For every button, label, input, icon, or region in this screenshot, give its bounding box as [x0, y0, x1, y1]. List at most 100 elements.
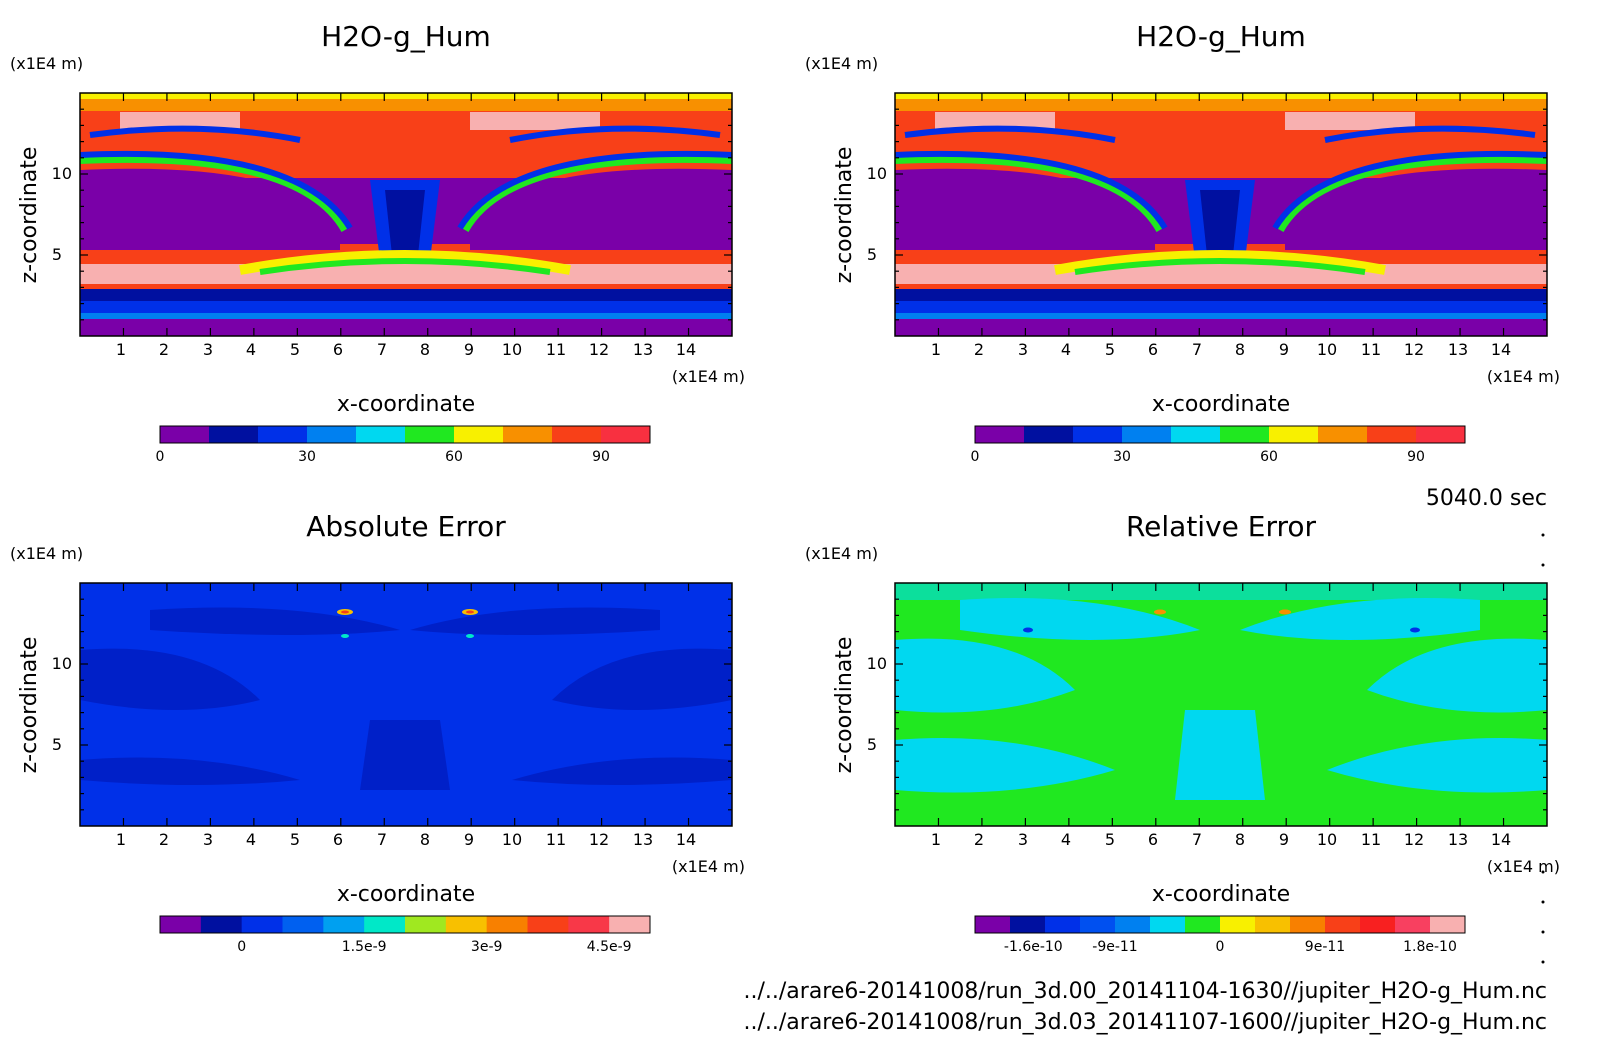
x-tick-label: 6	[1148, 830, 1158, 849]
x-tick-label: 10	[1317, 830, 1337, 849]
colorbar-frame	[159, 915, 651, 934]
axis-tick-marks	[895, 93, 1547, 336]
x-tick-label: 10	[502, 340, 522, 359]
y-tick-label: 5	[867, 245, 877, 264]
x-tick-label: 1	[931, 340, 941, 359]
colorbar-tick-label: 0	[237, 939, 246, 955]
x-tick-label: 4	[246, 830, 256, 849]
x-tick-label: 4	[1061, 830, 1071, 849]
colorbar-swatch	[486, 916, 528, 933]
x-unit-label: (x1E4 m)	[672, 857, 745, 876]
x-tick-label: 7	[377, 340, 387, 359]
plot-frame	[894, 92, 1548, 337]
x-tick-labels: 1 2 3 4 5 6 7 8 9 10 11 12 13 14	[116, 340, 696, 359]
x-tick-label: 2	[974, 340, 984, 359]
colorbar-frame	[974, 425, 1466, 444]
x-unit-label: (x1E4 m)	[672, 367, 745, 386]
y-axis-label: z-coordinate	[832, 147, 857, 284]
x-axis-label: x-coordinate	[337, 392, 475, 417]
x-tick-label: 11	[546, 340, 566, 359]
colorbar-swatch	[1220, 426, 1270, 443]
colorbar-swatch	[1290, 916, 1326, 933]
x-tick-label: 8	[1235, 830, 1245, 849]
panel-hum-right: H2O-g_Hum (x1E4 m)	[805, 20, 1560, 465]
x-tick-labels: 1 2 3 4 5 6 7 8 9 10 11 12 13 14	[931, 830, 1511, 849]
x-tick-label: 13	[633, 340, 653, 359]
heatmap-field	[80, 93, 732, 336]
colorbar-swatch	[241, 916, 283, 933]
colorbar-swatch	[209, 426, 259, 443]
colorbar-swatch	[405, 916, 447, 933]
y-tick-label: 5	[52, 245, 62, 264]
x-tick-labels: 1 2 3 4 5 6 7 8 9 10 11 12 13 14	[116, 830, 696, 849]
colorbar-swatch	[503, 426, 553, 443]
x-tick-labels: 1 2 3 4 5 6 7 8 9 10 11 12 13 14	[931, 340, 1511, 359]
x-tick-label: 3	[1018, 340, 1028, 359]
colorbar-swatch	[1416, 426, 1466, 443]
panel-title: Absolute Error	[306, 510, 506, 543]
colorbar-swatch	[601, 426, 651, 443]
x-tick-label: 4	[1061, 340, 1071, 359]
x-unit-label: (x1E4 m)	[1487, 367, 1560, 386]
x-tick-label: 2	[159, 830, 169, 849]
x-tick-label: 14	[1491, 340, 1511, 359]
x-tick-label: 13	[1448, 830, 1468, 849]
colorbar-swatch	[1115, 916, 1151, 933]
x-tick-label: 4	[246, 340, 256, 359]
x-tick-label: 5	[1105, 340, 1115, 359]
colorbar-tick-label: 4.5e-9	[587, 939, 632, 955]
colorbar-swatch	[160, 916, 202, 933]
x-tick-label: 11	[546, 830, 566, 849]
x-tick-label: 9	[1279, 830, 1289, 849]
x-tick-label: 6	[333, 340, 343, 359]
colorbar-swatch	[445, 916, 488, 933]
x-tick-label: 12	[589, 830, 609, 849]
y-unit-label: (x1E4 m)	[805, 54, 878, 73]
colorbar-swatch	[1430, 916, 1466, 933]
x-tick-label: 11	[1361, 830, 1381, 849]
panel-hum-left: H2O-g_Hum (x1E4 m)	[10, 20, 745, 465]
colorbar-tick-label: 0	[1216, 939, 1225, 955]
x-tick-label: 12	[1404, 830, 1424, 849]
y-tick-label: 10	[52, 654, 72, 673]
x-unit-label: (x1E4 m)	[1487, 857, 1560, 876]
colorbar-tick-label: 90	[592, 449, 610, 465]
colorbar: -1.6e-10 -9e-11 0 9e-11 1.8e-10	[974, 915, 1466, 955]
colorbar-swatch	[1171, 426, 1221, 443]
colorbar-swatch	[258, 426, 308, 443]
y-axis-label: z-coordinate	[17, 147, 42, 284]
x-tick-label: 9	[1279, 340, 1289, 359]
x-tick-label: 5	[1105, 830, 1115, 849]
x-tick-label: 7	[377, 830, 387, 849]
x-tick-label: 6	[333, 830, 343, 849]
x-tick-label: 7	[1192, 340, 1202, 359]
x-tick-label: 3	[203, 830, 213, 849]
heatmap-field	[895, 583, 1547, 826]
panel-title: Relative Error	[1126, 510, 1317, 543]
colorbar-swatch	[1185, 916, 1221, 933]
x-axis-label: x-coordinate	[337, 882, 475, 907]
y-tick-label: 10	[52, 164, 72, 183]
edge-dots	[1541, 533, 1545, 964]
colorbar-swatch	[454, 426, 504, 443]
colorbar-swatch	[200, 916, 243, 933]
heatmap-field	[80, 583, 732, 826]
colorbar-swatch	[1024, 426, 1074, 443]
y-tick-label: 5	[867, 735, 877, 754]
plot-frame	[894, 582, 1548, 827]
x-tick-label: 12	[1404, 340, 1424, 359]
colorbar-swatch	[552, 426, 602, 443]
colorbar-swatch	[975, 916, 1011, 933]
colorbar-swatch	[1367, 426, 1417, 443]
colorbar-swatch	[1073, 426, 1123, 443]
x-tick-label: 9	[464, 830, 474, 849]
colorbar-swatch	[160, 426, 210, 443]
axis-tick-marks	[80, 93, 732, 336]
x-tick-label: 1	[931, 830, 941, 849]
colorbar-tick-label: 0	[156, 449, 165, 465]
colorbar-swatch	[323, 916, 365, 933]
x-tick-label: 1	[116, 340, 126, 359]
y-tick-label: 5	[52, 735, 62, 754]
colorbar-tick-label: 60	[1260, 449, 1278, 465]
